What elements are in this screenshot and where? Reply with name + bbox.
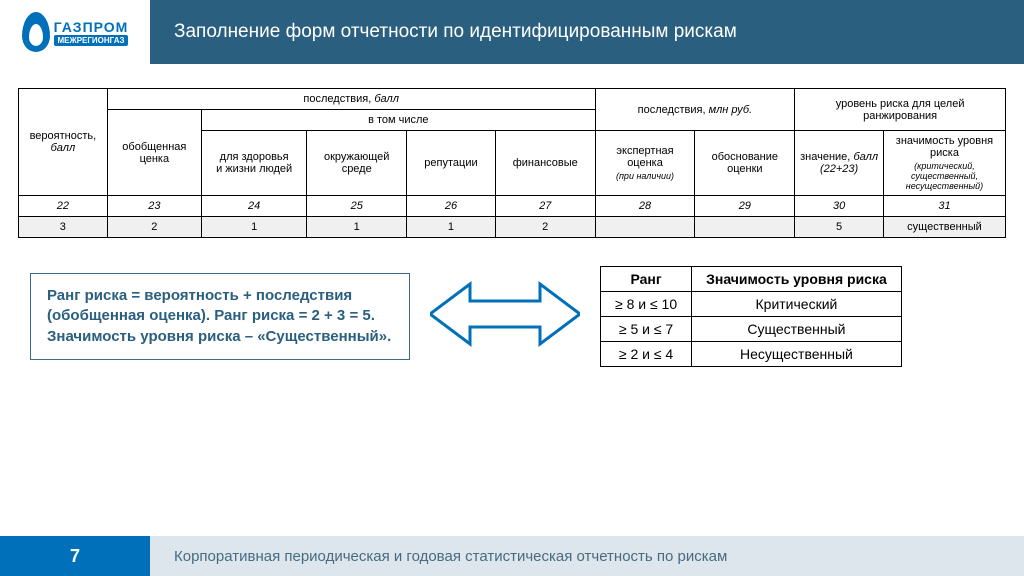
col-reputation: репутации xyxy=(424,157,477,169)
footer: 7 Корпоративная периодическая и годовая … xyxy=(0,536,1024,576)
col-risk-level: уровень риска для целей ранжирования xyxy=(836,98,965,122)
col-conseq-mln: последствия, xyxy=(638,104,706,116)
col-expert: экспертная оценка xyxy=(616,145,673,169)
footer-text: Корпоративная периодическая и годовая ст… xyxy=(150,536,1024,576)
col-env: окружающей среде xyxy=(324,151,389,175)
rank-row: ≥ 8 и ≤ 10 Критический xyxy=(601,292,902,317)
logo-sub: МЕЖРЕГИОНГАЗ xyxy=(54,35,129,46)
formula-box: Ранг риска = вероятность + последствия (… xyxy=(30,273,410,360)
rank-row: ≥ 5 и ≤ 7 Существенный xyxy=(601,317,902,342)
page-title: Заполнение форм отчетности по идентифици… xyxy=(150,0,1024,64)
rank-table: Ранг Значимость уровня риска ≥ 8 и ≤ 10 … xyxy=(600,266,902,367)
col-justification: обоснование оценки xyxy=(712,151,778,175)
signif-header: Значимость уровня риска xyxy=(692,267,902,292)
main-data-table: вероятность,балл последствия, балл после… xyxy=(18,88,1006,238)
col-health: для здоровья и жизни людей xyxy=(216,151,292,175)
rank-row: ≥ 2 и ≤ 4 Несущественный xyxy=(601,342,902,367)
col-financial: финансовые xyxy=(513,157,578,169)
col-including: в том числе xyxy=(368,114,428,126)
col-probability: вероятность, xyxy=(30,130,97,142)
flame-icon xyxy=(22,12,50,52)
col-value: значение, xyxy=(800,151,850,163)
rank-header: Ранг xyxy=(601,267,692,292)
row-values: 3 2 1 1 1 2 5 существенный xyxy=(19,217,1006,238)
col-generalized: обобщенная ценка xyxy=(122,141,186,165)
col-significance: значимость уровня риска xyxy=(896,135,993,159)
header: ГАЗПРОМ МЕЖРЕГИОНГАЗ Заполнение форм отч… xyxy=(0,0,1024,64)
lower-section: Ранг риска = вероятность + последствия (… xyxy=(18,266,1006,367)
row-column-numbers: 22 23 24 25 26 27 28 29 30 31 xyxy=(19,196,1006,217)
content-area: вероятность,балл последствия, балл после… xyxy=(0,64,1024,536)
logo-main: ГАЗПРОМ xyxy=(54,19,129,35)
col-consequences: последствия, xyxy=(303,93,371,105)
page-number: 7 xyxy=(0,536,150,576)
logo-block: ГАЗПРОМ МЕЖРЕГИОНГАЗ xyxy=(0,0,150,64)
double-arrow-icon xyxy=(430,279,580,354)
